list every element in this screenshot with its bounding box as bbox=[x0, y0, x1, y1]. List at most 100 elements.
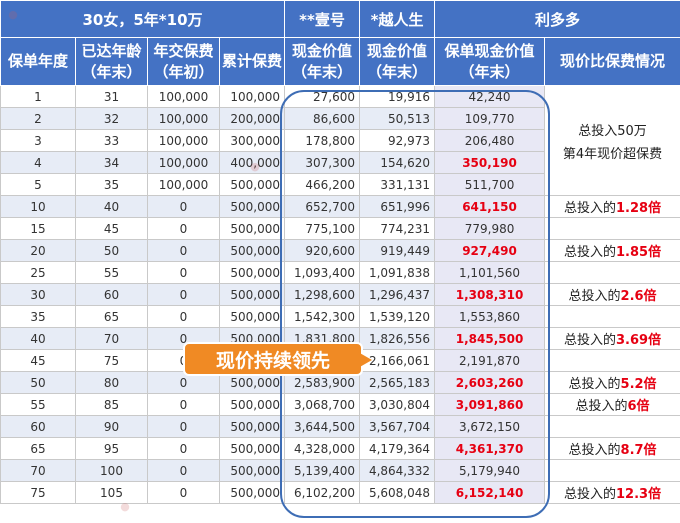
note-prefix: 总投入的 bbox=[568, 289, 621, 304]
cell-cash-value-1: 1,542,300 bbox=[284, 305, 361, 328]
cell-policy-year: 3 bbox=[0, 129, 76, 152]
group-header-product-2: *越人生 bbox=[359, 0, 436, 38]
cell-age: 85 bbox=[75, 393, 148, 416]
cell-ratio-note: 总投入50万 第4年现价超保费 bbox=[544, 85, 680, 196]
cell-age: 105 bbox=[75, 481, 148, 504]
callout-arrow-icon bbox=[358, 352, 372, 368]
cell-cash-value-1: 1,298,600 bbox=[284, 283, 361, 306]
cell-annual-premium: 0 bbox=[147, 459, 220, 482]
cell-age: 70 bbox=[75, 327, 148, 350]
cell-ratio-note: 总投入的8.7倍 bbox=[544, 437, 680, 460]
cell-cash-value-2: 1,091,838 bbox=[359, 261, 436, 284]
cell-cash-value-3: 2,191,870 bbox=[434, 349, 546, 372]
cell-policy-year: 10 bbox=[0, 195, 76, 218]
cell-cash-value-2: 331,131 bbox=[359, 173, 436, 196]
column-header-cash-value-3: 保单现金价值（年末） bbox=[434, 37, 546, 86]
cell-cumulative-premium: 500,000 bbox=[218, 393, 286, 416]
cell-annual-premium: 0 bbox=[147, 239, 220, 262]
cell-cash-value-2: 1,539,120 bbox=[359, 305, 436, 328]
cell-cash-value-3: 3,091,860 bbox=[434, 393, 546, 416]
cell-cash-value-2: 19,916 bbox=[359, 85, 436, 108]
cell-annual-premium: 100,000 bbox=[147, 151, 220, 174]
cell-policy-year: 65 bbox=[0, 437, 76, 460]
cell-age: 31 bbox=[75, 85, 148, 108]
cell-annual-premium: 100,000 bbox=[147, 173, 220, 196]
cell-cash-value-2: 3,030,804 bbox=[359, 393, 436, 416]
cell-ratio-note bbox=[544, 261, 680, 284]
cell-cash-value-2: 4,179,364 bbox=[359, 437, 436, 460]
cell-cash-value-1: 4,328,000 bbox=[284, 437, 361, 460]
cell-policy-year: 50 bbox=[0, 371, 76, 394]
note-prefix: 总投入的 bbox=[575, 399, 628, 414]
cell-cumulative-premium: 500,000 bbox=[218, 459, 286, 482]
column-header-ratio-note: 现价比保费情况 bbox=[544, 37, 680, 86]
table-row: 35 65 0 500,000 1,542,300 1,539,120 1,553,860 bbox=[0, 305, 680, 328]
cell-cash-value-3: 1,308,310 bbox=[434, 283, 546, 306]
cell-cash-value-3: 1,101,560 bbox=[434, 261, 546, 284]
cell-cash-value-2: 651,996 bbox=[359, 195, 436, 218]
cell-annual-premium: 0 bbox=[147, 393, 220, 416]
group-header-product-3: 利多多 bbox=[434, 0, 680, 38]
cell-annual-premium: 100,000 bbox=[147, 129, 220, 152]
cell-cash-value-3: 109,770 bbox=[434, 107, 546, 130]
cell-cash-value-1: 307,300 bbox=[284, 151, 361, 174]
cell-ratio-note: 总投入的6倍 bbox=[544, 393, 680, 416]
table-row: 20 50 0 500,000 920,600 919,449 927,490 总投入的1.8… bbox=[0, 239, 680, 262]
cell-policy-year: 15 bbox=[0, 217, 76, 240]
table-row: 55 85 0 500,000 3,068,700 3,030,804 3,091,860 总… bbox=[0, 393, 680, 416]
cell-ratio-note bbox=[544, 305, 680, 328]
cell-policy-year: 30 bbox=[0, 283, 76, 306]
cell-cumulative-premium: 500,000 bbox=[218, 305, 286, 328]
table-row: 25 55 0 500,000 1,093,400 1,091,838 1,101,560 bbox=[0, 261, 680, 284]
cell-annual-premium: 0 bbox=[147, 217, 220, 240]
cell-age: 35 bbox=[75, 173, 148, 196]
cell-age: 95 bbox=[75, 437, 148, 460]
cell-cash-value-3: 5,179,940 bbox=[434, 459, 546, 482]
cell-cash-value-3: 779,980 bbox=[434, 217, 546, 240]
column-header-cumulative-premium: 累计保费 bbox=[218, 37, 286, 86]
cell-cash-value-1: 86,600 bbox=[284, 107, 361, 130]
cell-cash-value-2: 2,565,183 bbox=[359, 371, 436, 394]
cell-policy-year: 5 bbox=[0, 173, 76, 196]
note-multiple: 12.3倍 bbox=[616, 487, 662, 502]
cell-annual-premium: 0 bbox=[147, 481, 220, 504]
cell-cash-value-1: 3,644,500 bbox=[284, 415, 361, 438]
column-header-cash-value-2: 现金价值（年末） bbox=[359, 37, 436, 86]
cell-cash-value-2: 50,513 bbox=[359, 107, 436, 130]
cell-cash-value-3: 2,603,260 bbox=[434, 371, 546, 394]
table-row: 65 95 0 500,000 4,328,000 4,179,364 4,361,370 总… bbox=[0, 437, 680, 460]
cell-annual-premium: 0 bbox=[147, 261, 220, 284]
cell-age: 65 bbox=[75, 305, 148, 328]
table-row: 60 90 0 500,000 3,644,500 3,567,704 3,672,150 bbox=[0, 415, 680, 438]
note-line: 第4年现价超保费 bbox=[562, 146, 663, 162]
cell-policy-year: 45 bbox=[0, 349, 76, 372]
note-multiple: 8.7倍 bbox=[620, 443, 657, 458]
cell-cash-value-2: 3,567,704 bbox=[359, 415, 436, 438]
table-row: 3 33 100,000 300,000 178,800 92,973 206,480 bbox=[0, 129, 680, 152]
cell-cash-value-3: 1,553,860 bbox=[434, 305, 546, 328]
table-row: 15 45 0 500,000 775,100 774,231 779,980 bbox=[0, 217, 680, 240]
table-body: 1 31 100,000 100,000 27,600 19,916 42,240 总投入50… bbox=[0, 85, 680, 504]
cell-age: 90 bbox=[75, 415, 148, 438]
cell-policy-year: 60 bbox=[0, 415, 76, 438]
cell-annual-premium: 0 bbox=[147, 283, 220, 306]
cell-cumulative-premium: 100,000 bbox=[218, 85, 286, 108]
cell-cumulative-premium: 500,000 bbox=[218, 239, 286, 262]
cell-annual-premium: 0 bbox=[147, 415, 220, 438]
cell-cash-value-1: 5,139,400 bbox=[284, 459, 361, 482]
cell-cash-value-1: 27,600 bbox=[284, 85, 361, 108]
cell-policy-year: 70 bbox=[0, 459, 76, 482]
note-prefix: 总投入的 bbox=[568, 443, 621, 458]
cell-age: 45 bbox=[75, 217, 148, 240]
cell-age: 80 bbox=[75, 371, 148, 394]
cell-cash-value-2: 154,620 bbox=[359, 151, 436, 174]
cell-ratio-note bbox=[544, 349, 680, 372]
cell-cash-value-1: 6,102,200 bbox=[284, 481, 361, 504]
cell-cumulative-premium: 400,000 bbox=[218, 151, 286, 174]
cell-cumulative-premium: 500,000 bbox=[218, 195, 286, 218]
note-prefix: 总投入的 bbox=[563, 333, 616, 348]
cell-age: 32 bbox=[75, 107, 148, 130]
cell-cumulative-premium: 500,000 bbox=[218, 481, 286, 504]
cell-annual-premium: 0 bbox=[147, 195, 220, 218]
cell-cumulative-premium: 300,000 bbox=[218, 129, 286, 152]
